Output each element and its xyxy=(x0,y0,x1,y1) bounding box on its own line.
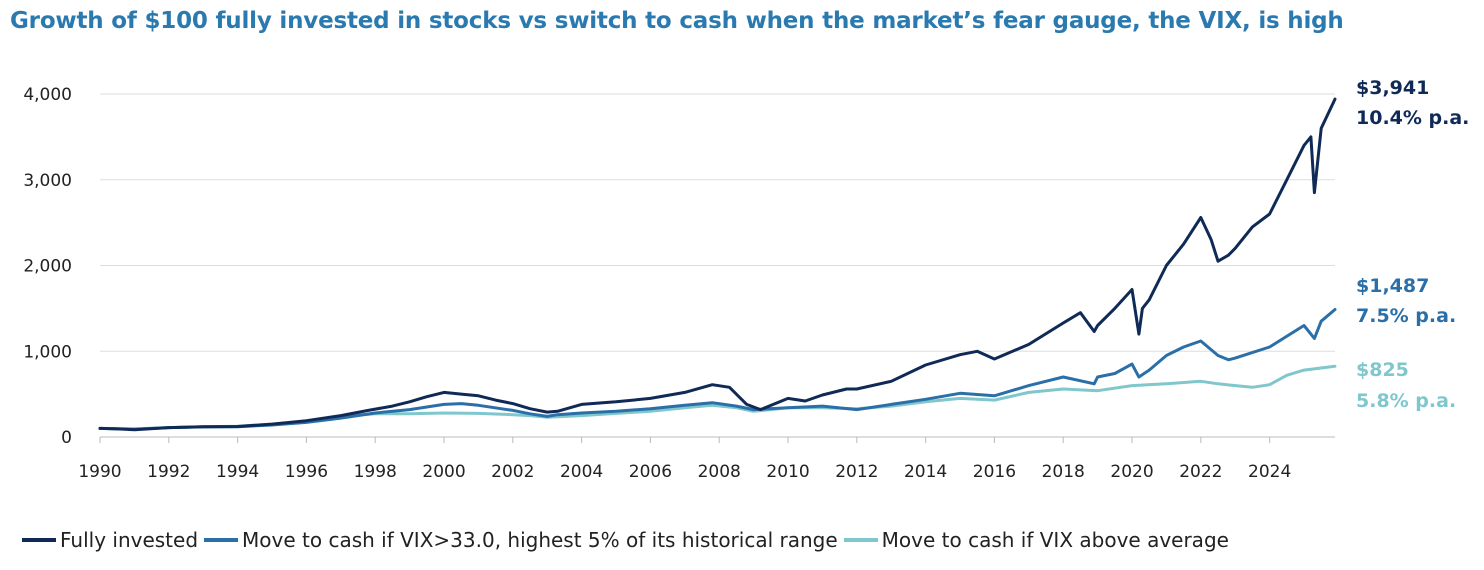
legend-label: Fully invested xyxy=(60,528,199,552)
end-labels: $3,941 10.4% p.a. $1,487 7.5% p.a. $825 5.8% … xyxy=(1356,77,1469,412)
x-tick-label: 2006 xyxy=(629,462,672,482)
x-tick-label: 2014 xyxy=(904,462,947,482)
y-tick-label: 1,000 xyxy=(23,342,72,362)
legend-swatch xyxy=(843,538,878,542)
x-tick-label: 2018 xyxy=(1042,462,1085,482)
x-axis-ticks: 1990 1992 1994 1996 1998 2000 2002 2004 2006 2008… xyxy=(78,437,1291,482)
end-value-label: $3,941 xyxy=(1356,77,1429,99)
legend-swatch xyxy=(204,538,239,542)
legend-label: Move to cash if VIX>33.0, highest 5% of … xyxy=(242,528,838,552)
end-value-label: $825 xyxy=(1356,359,1409,381)
y-axis-ticks: 0 1,000 2,000 3,000 4,000 xyxy=(23,85,72,448)
cagr-label: 10.4% p.a. xyxy=(1356,107,1469,129)
cagr-label: 5.8% p.a. xyxy=(1356,390,1456,412)
x-tick-label: 1998 xyxy=(354,462,397,482)
y-tick-label: 0 xyxy=(61,428,72,448)
x-tick-label: 2002 xyxy=(491,462,534,482)
x-tick-label: 2000 xyxy=(422,462,465,482)
line-vix-average xyxy=(98,364,1337,431)
x-tick-label: 2020 xyxy=(1110,462,1153,482)
x-tick-label: 2010 xyxy=(766,462,809,482)
x-tick-label: 1990 xyxy=(78,462,121,482)
series-lines xyxy=(98,97,1337,432)
line-vix-33 xyxy=(98,308,1337,431)
legend: Fully invested Move to cash if VIX>33.0,… xyxy=(22,528,1235,552)
gridlines xyxy=(100,93,1335,352)
y-tick-label: 4,000 xyxy=(23,85,72,105)
end-value-label: $1,487 xyxy=(1356,275,1429,297)
x-tick-label: 2004 xyxy=(560,462,603,482)
y-tick-label: 3,000 xyxy=(23,171,72,191)
chart-title: Growth of $100 fully invested in stocks … xyxy=(10,8,1344,34)
x-tick-label: 2024 xyxy=(1248,462,1291,482)
x-tick-label: 1992 xyxy=(147,462,190,482)
legend-label: Move to cash if VIX above average xyxy=(881,528,1229,552)
x-tick-label: 1994 xyxy=(216,462,259,482)
legend-item-vix-average: Move to cash if VIX above average xyxy=(843,528,1229,552)
x-tick-label: 1996 xyxy=(285,462,328,482)
line-fully-invested xyxy=(98,97,1337,432)
x-tick-label: 2022 xyxy=(1179,462,1222,482)
x-tick-label: 2016 xyxy=(973,462,1016,482)
cagr-label: 7.5% p.a. xyxy=(1356,305,1456,327)
x-tick-label: 2012 xyxy=(835,462,878,482)
legend-swatch xyxy=(22,538,56,542)
y-tick-label: 2,000 xyxy=(23,257,72,277)
legend-item-fully-invested: Fully invested xyxy=(22,528,198,552)
x-tick-label: 2008 xyxy=(698,462,741,482)
legend-item-vix-33: Move to cash if VIX>33.0, highest 5% of … xyxy=(204,528,838,552)
